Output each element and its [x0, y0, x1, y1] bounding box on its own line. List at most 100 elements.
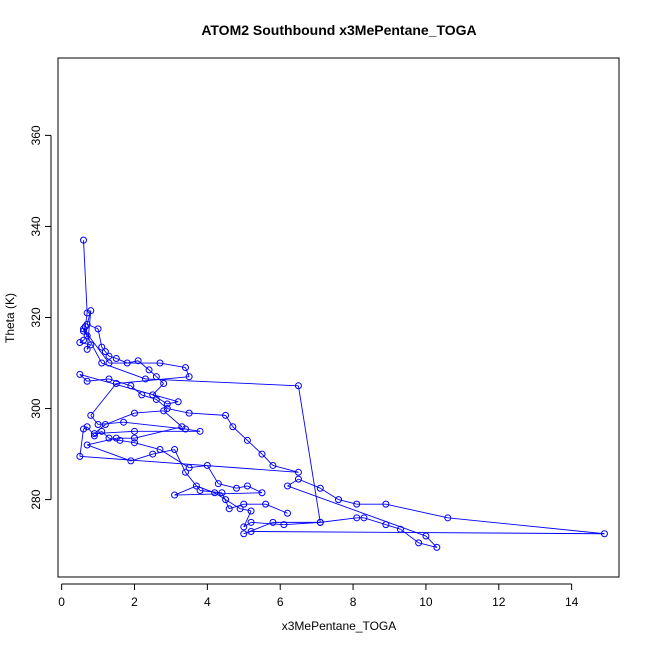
series-group: [76, 236, 608, 551]
series-segment: [83, 426, 88, 430]
data-point: [258, 489, 266, 497]
data-point: [90, 432, 98, 440]
data-point: [284, 482, 291, 490]
series-segment: [298, 478, 321, 489]
x-tick-label: 8: [350, 595, 357, 609]
series-segment: [134, 426, 182, 439]
data-point: [83, 345, 91, 353]
data-point: [83, 309, 91, 317]
data-point: [80, 425, 87, 433]
data-point: [131, 434, 138, 442]
series-segment: [385, 524, 401, 530]
data-point: [294, 475, 302, 483]
series-segment: [130, 453, 153, 462]
series-segment: [363, 517, 386, 526]
data-point: [203, 461, 211, 469]
data-point: [316, 518, 324, 526]
series-segment: [79, 374, 88, 382]
series-segment: [79, 428, 84, 457]
series-segment: [159, 449, 190, 469]
series-segment: [108, 378, 131, 387]
series-segment: [174, 485, 197, 496]
data-point: [105, 434, 113, 442]
data-point: [141, 375, 149, 383]
chart-title: ATOM2 Southbound x3MePentane_TOGA: [201, 22, 476, 38]
series-segment: [86, 444, 132, 462]
series-segment: [206, 465, 219, 484]
data-point: [382, 521, 390, 529]
data-point: [316, 484, 324, 492]
data-point: [240, 530, 248, 538]
series-segment: [272, 465, 299, 473]
series-segment: [385, 503, 448, 519]
data-point: [145, 366, 153, 374]
data-point: [247, 507, 255, 515]
data-point: [240, 500, 248, 508]
plot-frame: [57, 57, 620, 578]
data-point: [444, 514, 452, 522]
x-tick-label: 4: [204, 595, 211, 609]
series-segment: [83, 240, 88, 313]
y-tick-label: 340: [29, 216, 43, 236]
data-point: [127, 382, 135, 390]
data-point: [335, 496, 342, 504]
data-point: [101, 420, 109, 428]
data-point: [98, 359, 106, 367]
data-point: [83, 377, 91, 385]
series-segment: [167, 401, 179, 405]
data-point: [112, 380, 120, 388]
x-tick-label: 0: [58, 595, 65, 609]
y-tick-label: 300: [29, 398, 43, 418]
data-point: [218, 489, 226, 497]
data-point: [83, 332, 91, 340]
data-point: [171, 491, 179, 499]
series-segment: [159, 362, 186, 369]
data-point: [98, 343, 106, 351]
data-point: [80, 327, 87, 335]
data-point: [90, 430, 98, 438]
data-point: [76, 370, 84, 378]
series-segment: [119, 439, 135, 444]
data-point: [160, 407, 168, 415]
series-segment: [156, 399, 168, 409]
series-segment: [130, 385, 143, 396]
data-point: [178, 423, 186, 431]
data-point: [185, 464, 193, 472]
data-point: [152, 373, 160, 381]
series-segment: [116, 358, 128, 364]
data-point: [80, 236, 87, 244]
data-point: [225, 505, 233, 513]
data-point: [87, 307, 95, 315]
data-point: [182, 468, 189, 476]
data-point: [382, 500, 390, 508]
series-segment: [240, 508, 252, 512]
series-segment: [200, 490, 222, 494]
data-point: [131, 427, 138, 435]
series-segment: [185, 367, 190, 377]
series-segment: [265, 503, 288, 514]
series-segment: [425, 535, 438, 548]
data-point: [152, 395, 160, 403]
data-point: [83, 441, 91, 449]
series-segment: [83, 328, 110, 364]
series-segment: [320, 487, 339, 500]
series-segment: [86, 323, 99, 330]
data-point: [294, 382, 302, 390]
data-point: [360, 514, 368, 522]
data-point: [236, 505, 244, 513]
series-segment: [148, 369, 157, 378]
data-point: [174, 398, 182, 406]
data-point: [182, 425, 189, 433]
y-axis-label: Theta (K): [3, 293, 17, 343]
series-segment: [189, 412, 226, 416]
data-point: [156, 359, 164, 367]
data-point: [262, 500, 270, 508]
series-segment: [101, 362, 146, 380]
series-segment: [174, 492, 263, 496]
data-point: [247, 527, 255, 535]
series-segment: [87, 378, 110, 382]
data-point: [258, 450, 266, 458]
data-point: [83, 423, 91, 431]
series-segment: [243, 521, 274, 535]
